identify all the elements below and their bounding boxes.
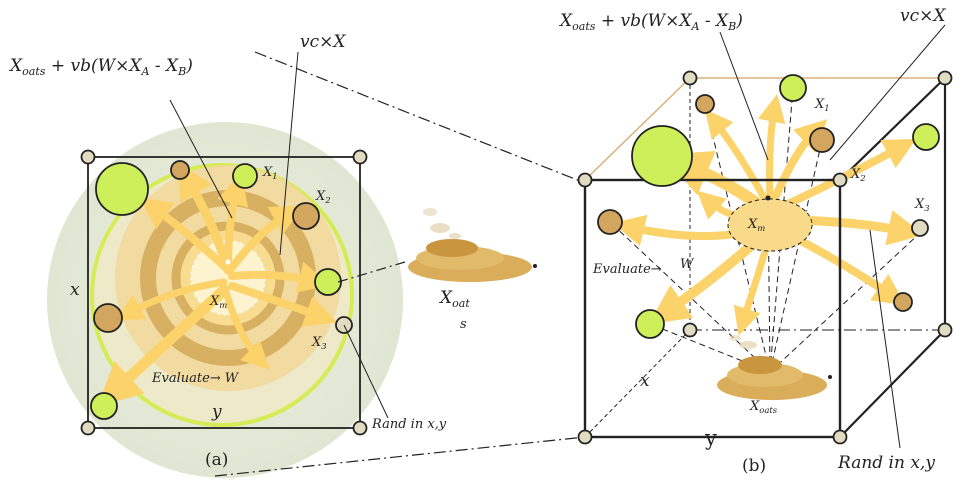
oats-label-b: Xoats [750,399,778,415]
caption-b: (b) [742,456,767,476]
formula-label-b: Xoats + vb(W×XA - XB) [560,11,743,33]
particle-x2 [809,127,835,153]
particle-large-green [95,162,149,216]
x2-label-b: X2 [851,167,866,183]
rand-label-a: Rand in x,y [372,417,447,432]
xm-label-b: Xm [748,217,766,233]
x1-label-a: X1 [263,165,278,181]
velocity-label-b: vc×X [900,6,946,26]
x3-label-b: X3 [915,197,930,213]
cube-front-face [583,178,842,439]
corner-point [682,70,698,86]
caption-a: (a) [205,450,229,470]
xm-region [727,198,813,252]
formula-leader-a [169,99,233,219]
x1-label-b: X1 [815,97,830,113]
formula-label-a: Xoats + vb(W×XA - XB) [10,56,193,78]
oat-label: Xoat [440,288,470,310]
particle-brown-left [597,209,623,235]
corner-point [352,420,368,436]
corner-point [937,70,953,86]
x3-label-a: X3 [312,335,327,351]
evaluate-label-b: Evaluate→ [593,262,662,277]
particle-x1 [779,74,807,102]
corner-point [577,172,593,188]
projection-line-bottom [214,436,586,477]
cube-edge-top-left [584,77,691,181]
link-to-oats [337,261,406,283]
panel-b [577,24,953,449]
axis-y-label-b: y [705,426,717,450]
particle-green-right [912,123,940,151]
corner-point [352,149,368,165]
particle-brown-left [93,303,123,333]
corner-point [80,420,96,436]
corner-point [832,429,848,445]
velocity-label-a: vc×X [300,32,346,52]
rand-leader-b [869,229,901,449]
center-dot [225,259,231,265]
axis-y-label-a: y [212,402,222,422]
particle-large-green [631,125,693,187]
panel-a [47,51,406,478]
axis-x-label-b: x [640,371,650,391]
particle-x2 [292,202,320,230]
particle-brown [170,160,190,180]
oat-pile-icon [717,335,832,400]
projection-line-top [254,51,586,184]
oat-pile-icon [408,208,537,282]
particle-green-bottom [90,392,118,420]
rand-leader-a [343,324,389,419]
particle-green-lower [635,309,665,339]
particle-x3 [911,219,929,237]
w-label-b: W [680,257,694,272]
search-square-a [87,156,361,429]
velocity-leader-b [829,24,946,161]
velocity-arrows-a [97,162,338,407]
cube-edge-bottom-left [584,329,691,438]
particle-brown-lower [893,292,913,312]
axis-x-label-a: x [70,280,80,300]
cube-edge-bottom-right [839,329,946,438]
corner-point [682,322,698,338]
x2-label-a: X2 [316,189,331,205]
corner-point [577,429,593,445]
corner-point [80,149,96,165]
oat-label-wrap: s [460,317,467,332]
corner-point [937,322,953,338]
evaluate-label-a: Evaluate→ W [152,371,239,386]
corner-point [832,172,848,188]
xm-label-a: Xm [210,294,228,310]
formula-leader-b [719,31,769,161]
xm-center-dot [765,195,771,201]
cube-edge-top-right [839,77,946,181]
velocity-leader-a [279,51,299,256]
rand-label-b: Rand in x,y [838,453,935,473]
particle-green-right [314,268,342,296]
particle-brown [695,94,715,114]
particle-x1 [232,163,258,189]
